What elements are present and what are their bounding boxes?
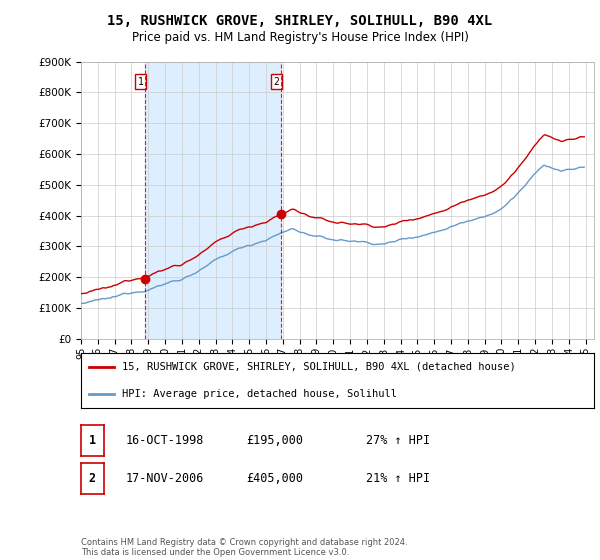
Text: 15, RUSHWICK GROVE, SHIRLEY, SOLIHULL, B90 4XL (detached house): 15, RUSHWICK GROVE, SHIRLEY, SOLIHULL, B…	[122, 362, 516, 371]
Text: 16-OCT-1998: 16-OCT-1998	[126, 434, 205, 447]
Text: 2: 2	[89, 472, 96, 485]
Text: 1: 1	[89, 434, 96, 447]
Text: Price paid vs. HM Land Registry's House Price Index (HPI): Price paid vs. HM Land Registry's House …	[131, 31, 469, 44]
Text: £405,000: £405,000	[246, 472, 303, 485]
Text: 21% ↑ HPI: 21% ↑ HPI	[366, 472, 430, 485]
Text: £195,000: £195,000	[246, 434, 303, 447]
Text: Contains HM Land Registry data © Crown copyright and database right 2024.
This d: Contains HM Land Registry data © Crown c…	[81, 538, 407, 557]
Text: 15, RUSHWICK GROVE, SHIRLEY, SOLIHULL, B90 4XL: 15, RUSHWICK GROVE, SHIRLEY, SOLIHULL, B…	[107, 14, 493, 28]
Text: 2: 2	[274, 77, 280, 87]
Bar	[145, 62, 281, 339]
Text: 27% ↑ HPI: 27% ↑ HPI	[366, 434, 430, 447]
Text: 1: 1	[137, 77, 143, 87]
Text: HPI: Average price, detached house, Solihull: HPI: Average price, detached house, Soli…	[122, 389, 397, 399]
Text: 17-NOV-2006: 17-NOV-2006	[126, 472, 205, 485]
